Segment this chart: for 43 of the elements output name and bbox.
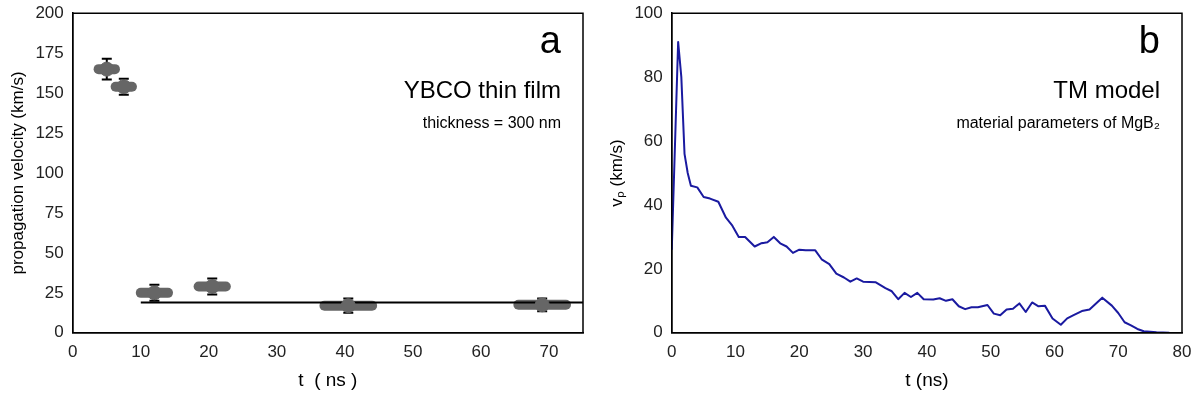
y-tick-label: 0: [653, 322, 663, 342]
x-tick-label: 30: [853, 341, 873, 361]
y-tick-label: 75: [44, 202, 64, 222]
x-tick-label: 60: [1044, 341, 1064, 361]
x-axis-title: t (ns): [905, 368, 949, 390]
y-tick-label: 80: [643, 66, 663, 86]
y-axis-title: vₚ (km/s): [606, 139, 627, 207]
y-tick-label: 25: [44, 282, 64, 302]
y-tick-label: 50: [44, 242, 64, 262]
x-tick-label: 60: [471, 341, 491, 361]
y-tick-label: 175: [35, 42, 64, 62]
annotation: material parameters of MgB₂: [956, 114, 1160, 132]
x-tick-label: 80: [1172, 341, 1192, 361]
x-tick-label: 40: [917, 341, 937, 361]
x-tick-label: 30: [267, 341, 287, 361]
x-tick-label: 0: [68, 341, 78, 361]
y-tick-label: 200: [35, 2, 64, 22]
x-tick-label: 50: [403, 341, 423, 361]
x-tick-label: 20: [789, 341, 809, 361]
annotation: YBCO thin film: [403, 76, 561, 104]
y-tick-label: 60: [643, 130, 663, 150]
x-axis-title: t ( ns ): [298, 368, 358, 390]
y-tick-label: 150: [35, 82, 64, 102]
x-tick-label: 40: [335, 341, 355, 361]
y-tick-label: 40: [643, 194, 663, 214]
y-axis-title: propagation velocity (km/s): [7, 71, 27, 275]
y-tick-label: 20: [643, 258, 663, 278]
point: [99, 61, 115, 77]
annotation: a: [539, 19, 562, 62]
annotation: b: [1138, 19, 1160, 62]
y-tick-label: 125: [35, 122, 64, 142]
x-tick-label: 10: [726, 341, 745, 361]
x-tick-label: 0: [667, 341, 677, 361]
x-tick-label: 50: [981, 341, 1001, 361]
y-tick-label: 100: [634, 2, 663, 22]
annotation: TM model: [1053, 76, 1160, 104]
y-tick-label: 100: [35, 162, 64, 182]
annotation: thickness = 300 nm: [422, 114, 561, 132]
y-tick-label: 0: [54, 322, 64, 342]
x-tick-label: 70: [539, 341, 559, 361]
x-tick-label: 70: [1108, 341, 1128, 361]
x-tick-label: 20: [199, 341, 219, 361]
x-tick-label: 10: [131, 341, 151, 361]
